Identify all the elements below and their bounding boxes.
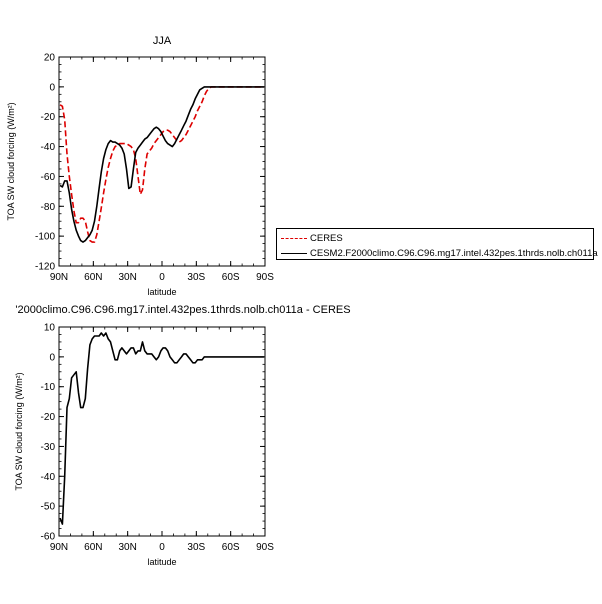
x-axis-label: latitude xyxy=(147,287,176,297)
y-tick-label: -100 xyxy=(35,232,55,243)
x-tick-label: 60N xyxy=(84,272,102,283)
y-axis-label: TOA SW cloud forcing (W/m²) xyxy=(14,372,24,490)
x-tick-label: 30S xyxy=(187,272,205,283)
x-tick-label: 60S xyxy=(222,272,240,283)
x-tick-label: 30S xyxy=(187,542,205,553)
x-tick-label: 90N xyxy=(50,272,68,283)
y-axis-label: TOA SW cloud forcing (W/m²) xyxy=(6,102,16,220)
legend-item-model: CESM2.F2000climo.C96.C96.mg17.intel.432p… xyxy=(281,246,598,260)
legend-swatch-ceres xyxy=(281,237,307,239)
x-tick-label: 0 xyxy=(159,272,165,283)
y-tick-label: -10 xyxy=(41,382,56,393)
y-tick-label: 10 xyxy=(44,323,56,334)
x-tick-label: 30N xyxy=(118,272,136,283)
chart-title: JJA xyxy=(153,35,172,47)
legend-box: CERES CESM2.F2000climo.C96.C96.mg17.inte… xyxy=(276,228,598,260)
legend-item-ceres: CERES xyxy=(281,231,343,245)
y-tick-label: -50 xyxy=(41,502,56,513)
series-line-1 xyxy=(59,86,264,243)
y-tick-label: -60 xyxy=(41,172,56,183)
y-tick-label: -30 xyxy=(41,442,56,453)
x-tick-label: 0 xyxy=(159,542,165,553)
x-tick-label: 90S xyxy=(256,272,274,283)
y-tick-label: -60 xyxy=(41,532,56,543)
plot-frame xyxy=(58,326,266,537)
y-tick-label: 20 xyxy=(44,53,56,64)
legend-label-ceres: CERES xyxy=(310,232,343,244)
series-line-0 xyxy=(59,332,264,525)
y-tick-label: -20 xyxy=(41,112,56,123)
y-tick-label: -80 xyxy=(41,202,56,213)
y-tick-label: -20 xyxy=(41,412,56,423)
x-tick-label: 90S xyxy=(256,542,274,553)
y-tick-label: -40 xyxy=(41,142,56,153)
chart-title: '2000climo.C96.C96.mg17.intel.432pes.1th… xyxy=(15,304,350,316)
y-tick-label: -40 xyxy=(41,472,56,483)
legend-label-model: CESM2.F2000climo.C96.C96.mg17.intel.432p… xyxy=(310,247,598,259)
y-tick-label: 0 xyxy=(49,82,55,93)
x-tick-label: 60S xyxy=(222,542,240,553)
x-tick-label: 60N xyxy=(84,542,102,553)
x-tick-label: 90N xyxy=(50,542,68,553)
x-tick-label: 30N xyxy=(118,542,136,553)
legend-swatch-model xyxy=(281,252,307,254)
y-tick-label: 0 xyxy=(49,352,55,363)
series-line-0 xyxy=(59,86,264,243)
y-tick-label: -120 xyxy=(35,262,55,273)
x-axis-label: latitude xyxy=(147,557,176,567)
